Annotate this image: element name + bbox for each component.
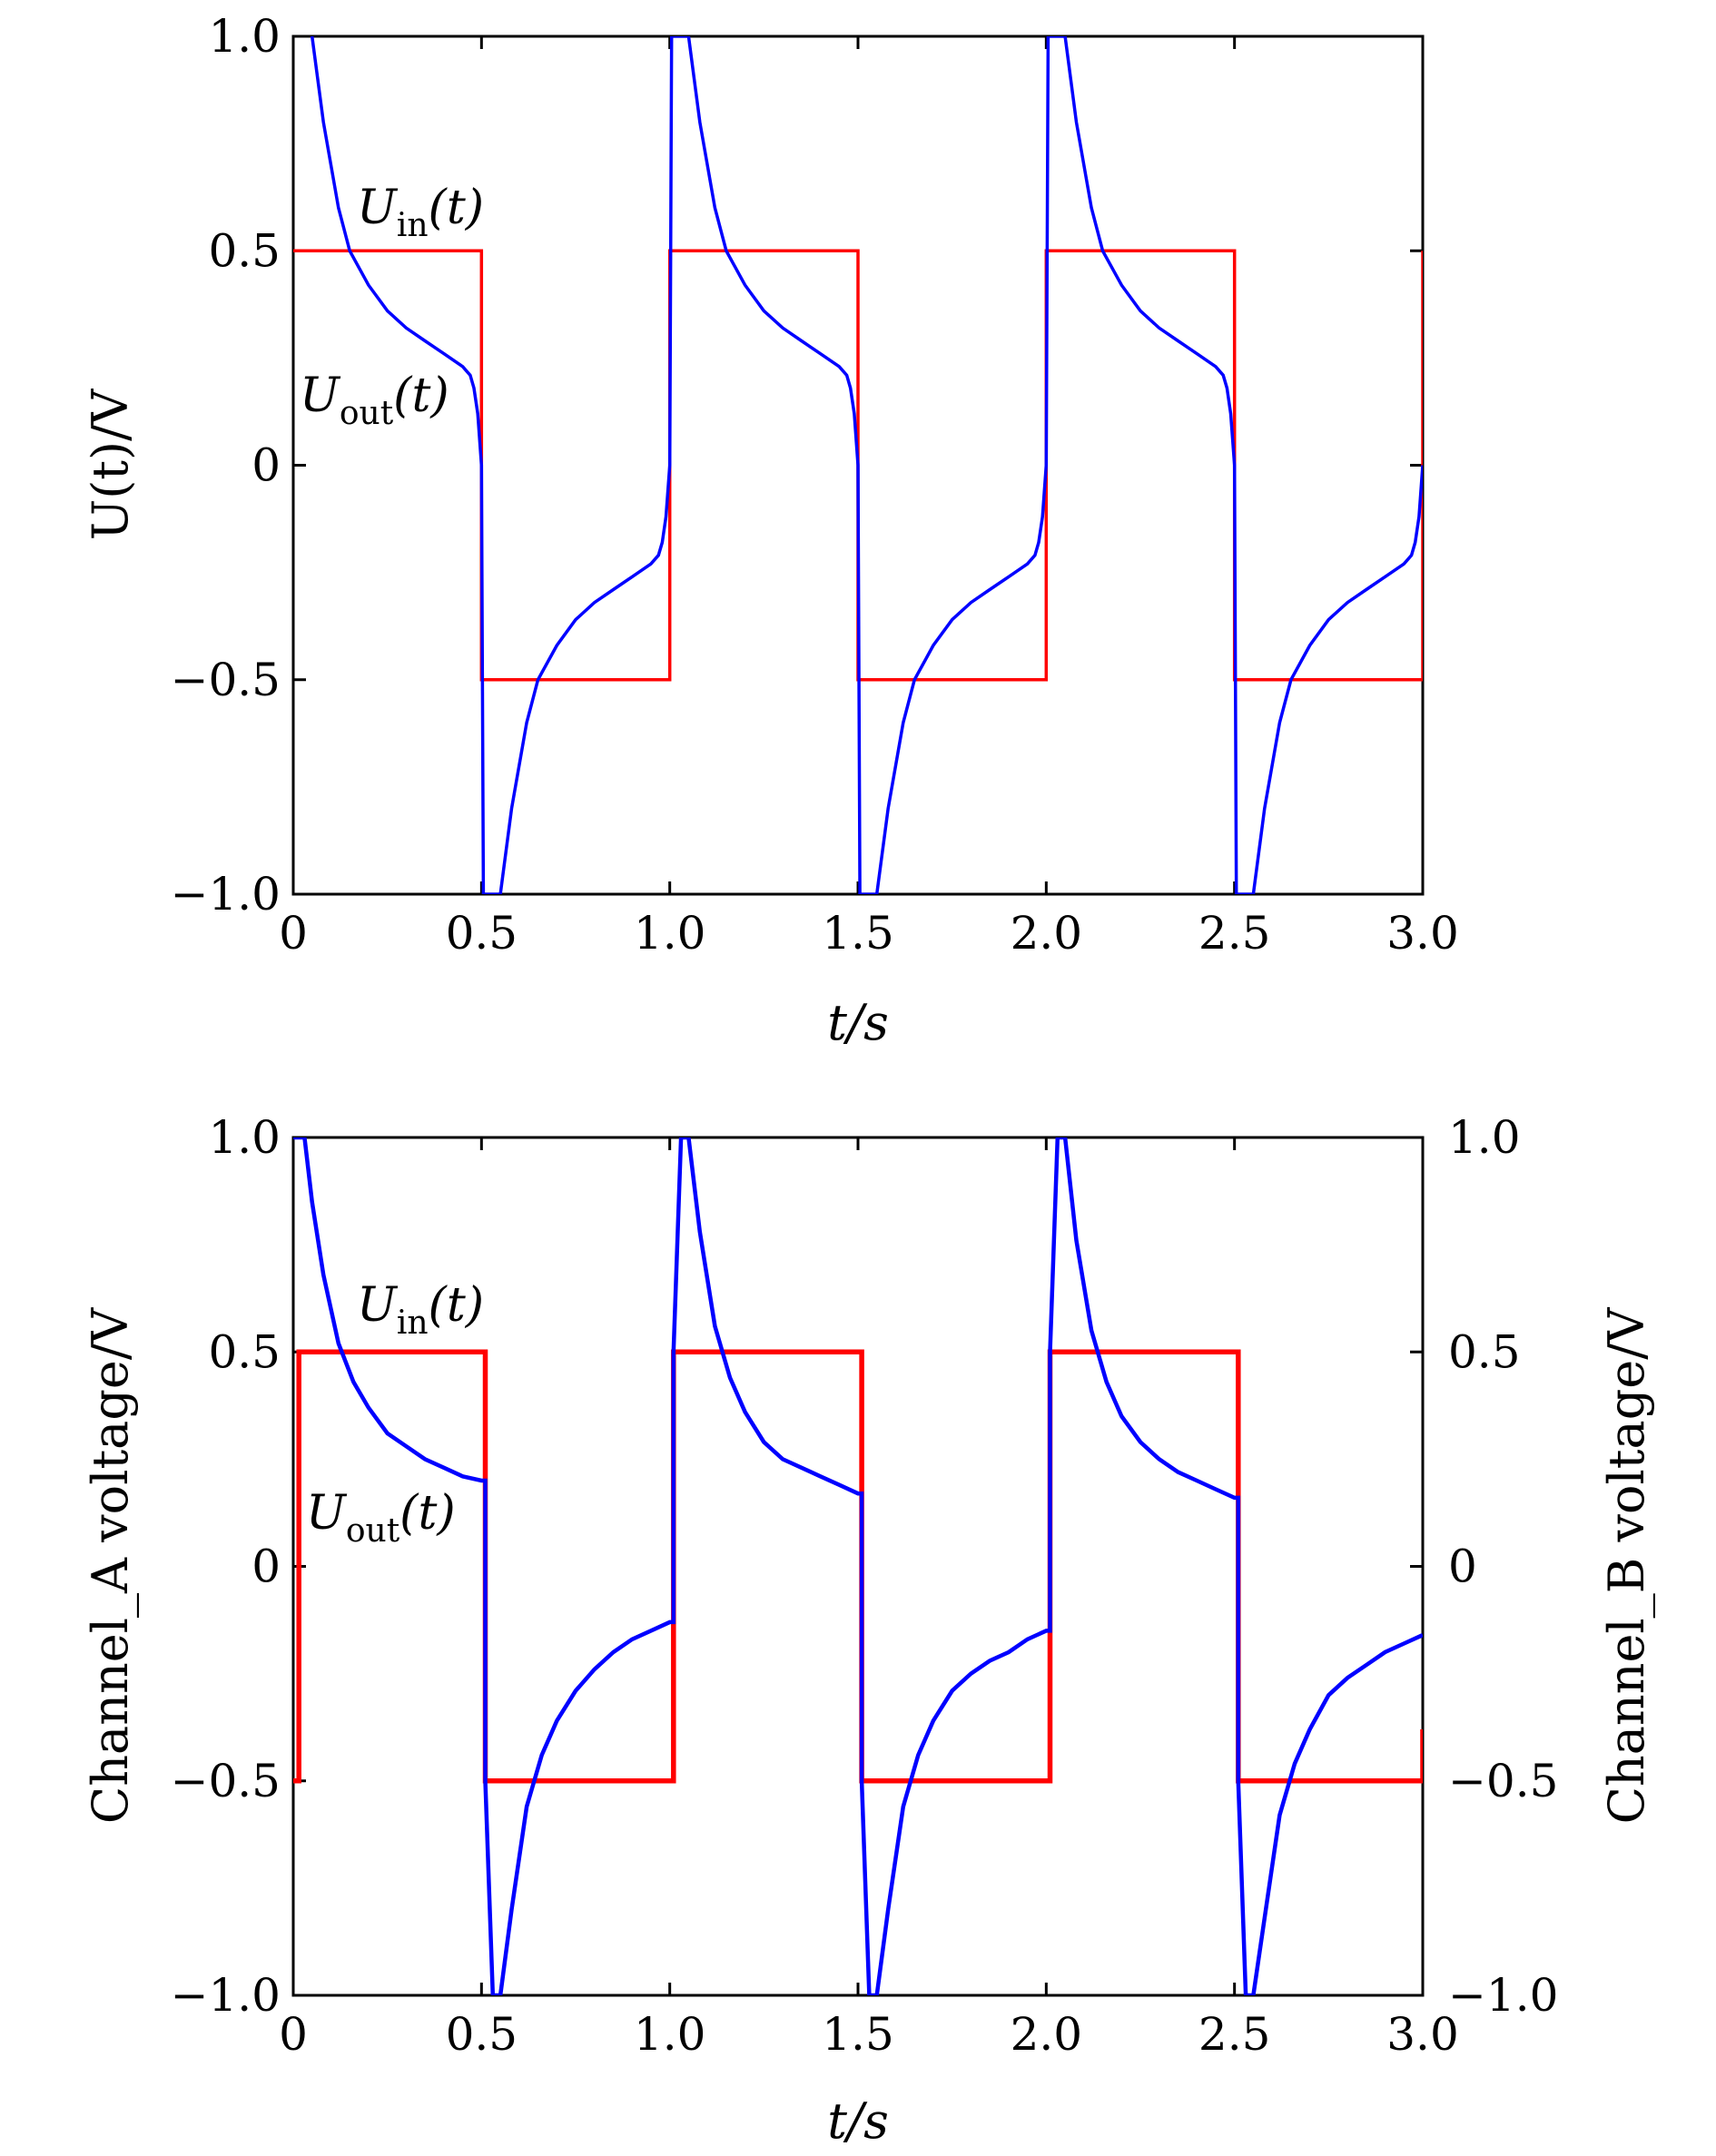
- bot-y-tick-label: 0.5: [208, 1325, 281, 1378]
- bot-x-tick-label: 3.0: [1386, 2008, 1459, 2061]
- top-annotation-input: Uin(t): [357, 181, 484, 244]
- top-x-tick-label: 0.5: [446, 907, 518, 960]
- bot-y-tick-label-right: −0.5: [1448, 1755, 1558, 1807]
- top-y-tick-label: −0.5: [171, 654, 281, 706]
- bot-y-tick-label: −1.0: [171, 1969, 281, 2022]
- top-y-ticks: −1.0 −0.5 0 0.5 1.0: [171, 10, 1423, 920]
- bottom-input-series-line: [293, 1349, 1423, 1784]
- top-plot-area: [293, 36, 1423, 894]
- bottom-plot-area: [293, 1137, 1423, 1995]
- bottom-chart: 0 0.5 1.0 1.5 2.0 2.5 3.0 −1.0 −0.5 0 0.5 1.0 −1.0…: [82, 1111, 1655, 2150]
- top-output-series-line: [310, 36, 1423, 894]
- top-x-ticks: 0 0.5 1.0 1.5 2.0 2.5 3.0: [279, 36, 1459, 960]
- bot-y-tick-label-right: 0: [1448, 1541, 1477, 1593]
- bot-y-tick-label-right: −1.0: [1448, 1969, 1558, 2022]
- top-annotation-output: Uout(t): [300, 369, 449, 432]
- bottom-y-ticks-left: −1.0 −0.5 0 0.5 1.0: [171, 1111, 1423, 2022]
- bot-y-tick-label: 0: [251, 1541, 281, 1593]
- bot-y-tick-label-right: 1.0: [1448, 1111, 1521, 1164]
- top-y-tick-label: −1.0: [171, 868, 281, 920]
- top-x-tick-label: 1.0: [634, 907, 706, 960]
- top-x-tick-label: 3.0: [1386, 907, 1459, 960]
- bot-x-tick-label: 0: [279, 2008, 308, 2061]
- bottom-annotation-input: Uin(t): [357, 1278, 484, 1342]
- bottom-y-axis-label-right: Channel_B voltage/V: [1598, 1307, 1655, 1825]
- bot-x-tick-label: 1.5: [822, 2008, 894, 2061]
- bot-x-tick-label: 2.0: [1011, 2008, 1083, 2061]
- top-x-tick-label: 2.5: [1198, 907, 1271, 960]
- bot-x-tick-label: 0.5: [446, 2008, 518, 2061]
- bot-y-tick-label: −0.5: [171, 1755, 281, 1807]
- top-x-tick-label: 0: [279, 907, 308, 960]
- bot-x-tick-label: 1.0: [634, 2008, 706, 2061]
- bottom-annotation-output: Uout(t): [306, 1486, 456, 1550]
- bottom-output-series-line: [293, 1137, 1423, 1995]
- top-y-tick-label: 0: [251, 439, 281, 492]
- bottom-plot-frame: [291, 1136, 1425, 1997]
- bot-y-tick-label-right: 0.5: [1448, 1325, 1521, 1378]
- top-y-tick-label: 1.0: [208, 10, 281, 63]
- top-x-tick-label: 1.5: [822, 907, 894, 960]
- top-y-axis-label: U(t)/V: [82, 389, 139, 541]
- top-x-axis-label: t/s: [827, 994, 889, 1051]
- top-x-tick-label: 2.0: [1011, 907, 1083, 960]
- bottom-x-axis-label: t/s: [827, 2092, 889, 2150]
- bottom-y-ticks-right: −1.0 −0.5 0 0.5 1.0: [1448, 1111, 1558, 2022]
- bot-y-tick-label: 1.0: [208, 1111, 281, 1164]
- bottom-x-ticks: 0 0.5 1.0 1.5 2.0 2.5 3.0: [279, 1137, 1459, 2061]
- top-y-tick-label: 0.5: [208, 224, 281, 277]
- bot-x-tick-label: 2.5: [1198, 2008, 1271, 2061]
- bottom-y-axis-label-left: Channel_A voltage/V: [82, 1307, 139, 1824]
- top-chart: 0 0.5 1.0 1.5 2.0 2.5 3.0 −1.0−0.500.51.0 t/s …: [82, 10, 1459, 1051]
